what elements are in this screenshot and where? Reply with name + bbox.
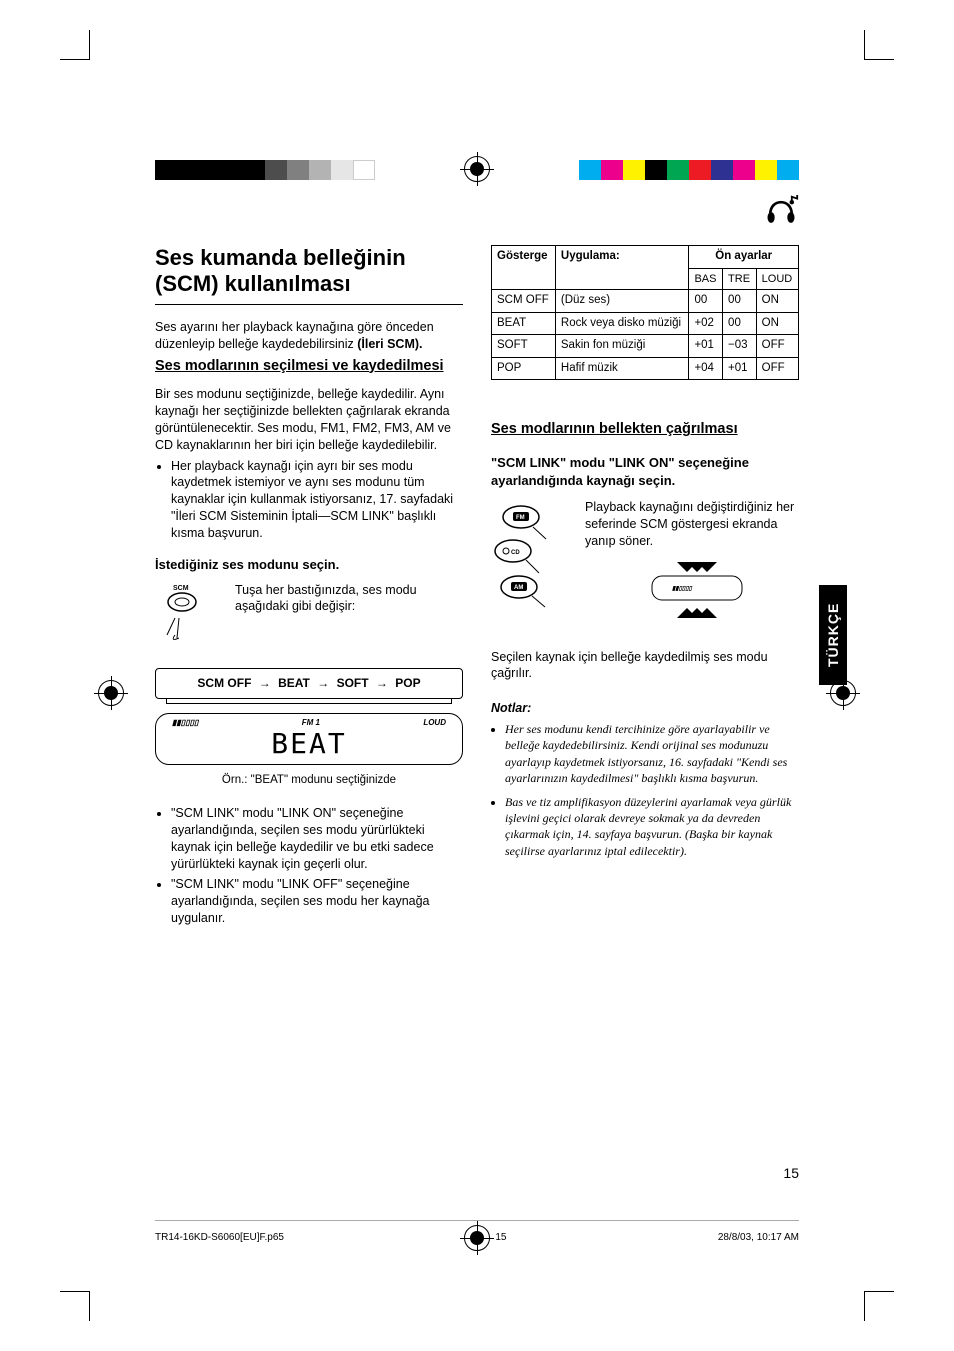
left-column: Ses kumanda belleğinin (SCM) kullanılmas… [155, 245, 463, 937]
source-selector-figure: FM CD AM Playback kaynağını değiştirdiği… [491, 499, 799, 625]
section1-p1: Bir ses modunu seçtiğinizde, belleğe kay… [155, 386, 463, 454]
arrow-icon: → [376, 676, 388, 690]
page-title: Ses kumanda belleğinin (SCM) kullanılmas… [155, 245, 463, 305]
source-text: Playback kaynağını değiştirdiğiniz her s… [585, 499, 799, 550]
lcd-display: ▮▮▯▯▯▯ FM 1 LOUD BEAT [155, 713, 463, 766]
scm-button-figure: SCM Tuşa her bastığınızda, ses modu aşağ… [155, 580, 463, 655]
table-row: SOFTSakin fon müziği+01−03OFF [492, 335, 799, 358]
crop-mark-tl [60, 30, 90, 60]
note-item: Bas ve tiz amplifikasyon düzeylerini aya… [505, 794, 799, 859]
lcd-main-text: BEAT [166, 730, 452, 758]
section1-bullet3: "SCM LINK" modu "LINK OFF" seçeneğine ay… [171, 876, 463, 927]
notes-title: Notlar: [491, 700, 799, 717]
registration-mark-top [464, 156, 490, 182]
registration-mark-left [98, 680, 124, 706]
crop-mark-br [864, 1291, 894, 1321]
arrow-icon: → [259, 676, 271, 690]
footer-page: 15 [495, 1232, 506, 1243]
section2-title: Ses modlarının bellekten çağrılması [491, 420, 799, 440]
table-row: SCM OFF(Düz ses)0000ON [492, 290, 799, 313]
mode-flow: SCM OFF → BEAT → SOFT → POP [155, 668, 463, 698]
source-buttons-icon: FM CD AM [491, 499, 571, 614]
section2-h3: "SCM LINK" modu "LINK ON" seçeneğine aya… [491, 454, 799, 489]
scm-button-icon: SCM [155, 580, 225, 655]
right-column: Gösterge Uygulama: Ön ayarlar BAS TRE LO… [491, 245, 799, 937]
blink-lcd-icon: ▮▮▯▯▯▯ [585, 560, 799, 625]
crop-mark-bl [60, 1291, 90, 1321]
headphones-note-icon [763, 195, 799, 231]
footer-divider [155, 1220, 799, 1221]
svg-text:AM: AM [514, 585, 523, 591]
section1-bullet1: Her playback kaynağı için ayrı bir ses m… [171, 458, 463, 542]
preset-table-body: SCM OFF(Düz ses)0000ONBEATRock veya disk… [492, 290, 799, 380]
svg-text:▮▮▯▯▯▯: ▮▮▯▯▯▯ [672, 586, 693, 592]
footer-filename: TR14-16KD-S6060[EU]F.p65 [155, 1232, 284, 1243]
section1-h3: İstediğiniz ses modunu seçin. [155, 556, 463, 574]
page-number: 15 [783, 1165, 799, 1181]
footer-date: 28/8/03, 10:17 AM [718, 1232, 799, 1243]
note-item: Her ses modunu kendi tercihinize göre ay… [505, 721, 799, 786]
table-row: BEATRock veya disko müziği+0200ON [492, 312, 799, 335]
svg-text:SCM: SCM [173, 585, 189, 592]
colorbar-right [579, 160, 799, 180]
language-tab: TÜRKÇE [819, 585, 847, 685]
notes-block: Notlar: Her ses modunu kendi tercihinize… [491, 700, 799, 858]
footer: TR14-16KD-S6060[EU]F.p65 15 28/8/03, 10:… [155, 1232, 799, 1243]
colorbar-left [155, 160, 375, 180]
scm-button-text: Tuşa her bastığınızda, ses modu aşağıdak… [235, 580, 463, 616]
svg-text:FM: FM [516, 515, 525, 521]
svg-text:CD: CD [511, 550, 520, 556]
crop-mark-tr [864, 30, 894, 60]
table-row: POPHafif müzik+04+01OFF [492, 357, 799, 380]
section1-title: Ses modlarının seçilmesi ve kaydedilmesi [155, 357, 463, 377]
arrow-icon: → [317, 676, 329, 690]
section2-p-after: Seçilen kaynak için belleğe kaydedilmiş … [491, 649, 799, 683]
preset-table: Gösterge Uygulama: Ön ayarlar BAS TRE LO… [491, 245, 799, 380]
section1-bullet2: "SCM LINK" modu "LINK ON" seçeneğine aya… [171, 805, 463, 873]
lcd-segments-icon: ▮▮▯▯▯▯ [172, 718, 198, 729]
intro-text: Ses ayarını her playback kaynağına göre … [155, 319, 463, 353]
lcd-caption: Örn.: "BEAT" modunu seçtiğinizde [155, 773, 463, 789]
page-content: Ses kumanda belleğinin (SCM) kullanılmas… [155, 195, 799, 937]
